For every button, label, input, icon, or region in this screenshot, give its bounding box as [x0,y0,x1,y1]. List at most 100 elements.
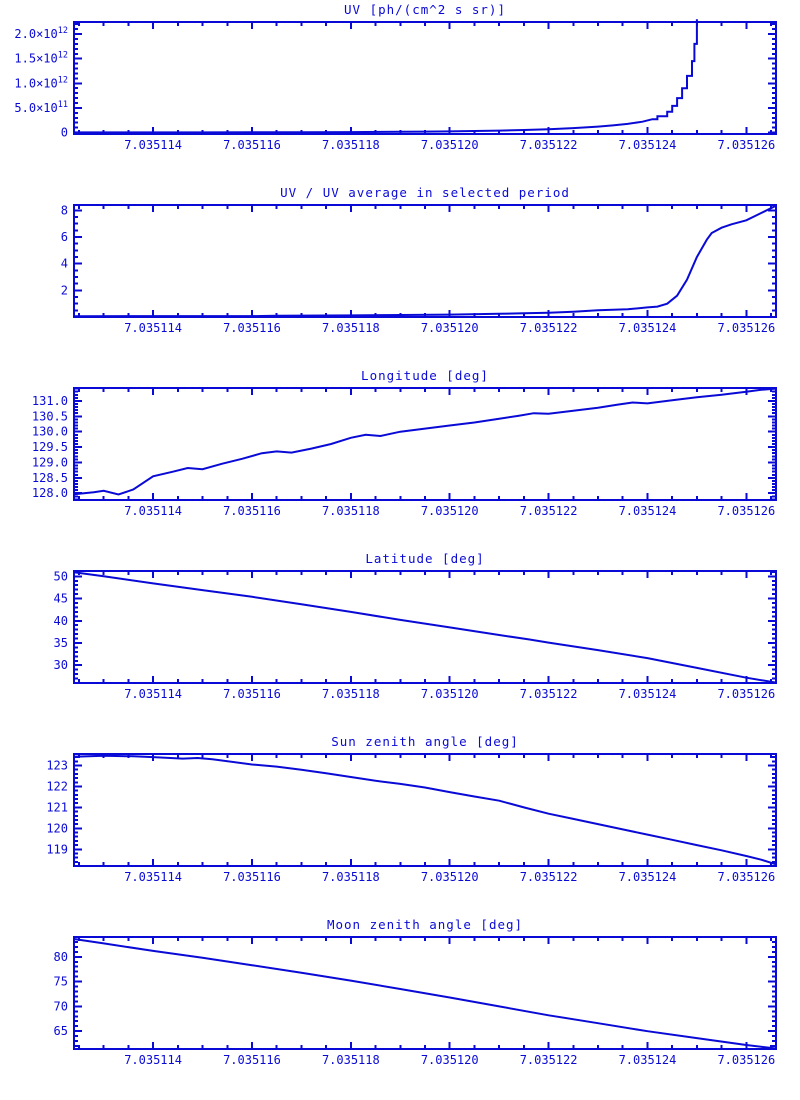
x-tick-label: 7.035114 [124,504,182,518]
x-tick-label: 7.035124 [619,1053,677,1067]
y-tick-label: 45 [54,592,68,606]
y-tick-label: 70 [54,999,68,1013]
y-tick-label: 119 [46,842,68,856]
x-tick-label: 7.035114 [124,687,182,701]
plot-line-latitude [73,571,777,684]
x-tick-label: 7.035114 [124,138,182,152]
x-tick-label: 7.035118 [322,870,380,884]
x-tick-label: 7.035126 [717,504,775,518]
plot-line-longitude [73,387,777,496]
x-tick-label: 7.035118 [322,687,380,701]
x-tick-label: 7.035120 [421,687,479,701]
y-tick-label: 121 [46,800,68,814]
x-tick-label: 7.035126 [717,1053,775,1067]
axis-box [73,21,777,135]
y-tick-label: 50 [54,569,68,583]
x-tick-label: 7.035124 [619,504,677,518]
x-tick-label: 7.035116 [223,870,281,884]
y-tick-label: 35 [54,636,68,650]
chart-canvas-sun-zenith: 7.035114 7.035116 7.035118 7.035120 7.035122… [46,753,777,884]
chart-block-moon-zenith: Moon zenith angle [deg] 7.035114 7.035116 7… [0,915,800,1098]
x-tick-label: 7.035122 [520,138,578,152]
chart-title-uv: UV [ph/(cm^2 s sr)] [344,2,506,17]
plot-line-moon-zenith [73,938,777,1050]
x-tick-label: 7.035124 [619,870,677,884]
x-tick-label: 7.035126 [717,687,775,701]
chart-title-longitude: Longitude [deg] [361,368,489,383]
plot-line-uv [74,19,698,134]
y-tick-label: 65 [54,1024,68,1038]
x-tick-label: 7.035122 [520,504,578,518]
y-tick-label: 122 [46,779,68,793]
x-tick-label: 7.035114 [124,1053,182,1067]
x-tick-label: 7.035114 [124,321,182,335]
x-tick-label: 7.035122 [520,870,578,884]
y-tick-label: 80 [54,950,68,964]
x-tick-label: 7.035124 [619,321,677,335]
x-tick-label: 7.035126 [717,138,775,152]
plot-line-uv-ratio [73,204,777,318]
y-tick-label: 128.5 [32,471,68,485]
y-tick-label: 1.5×1012 [14,51,68,66]
y-tick-label: 129.5 [32,440,68,454]
x-tick-label: 7.035120 [421,138,479,152]
x-tick-label: 7.035124 [619,687,677,701]
chart-canvas-longitude: 7.035114 7.035116 7.035118 7.035120 7.035122… [32,387,777,518]
axis-box [73,753,777,867]
y-tick-label: 130.5 [32,409,68,423]
plot-line-sun-zenith [73,754,777,866]
x-tick-label: 7.035126 [717,321,775,335]
y-tick-label: 6 [61,230,68,244]
x-tick-label: 7.035118 [322,321,380,335]
chart-block-uv: UV [ph/(cm^2 s sr)] 7.035114 7.035116 7.035… [0,0,800,183]
chart-title-latitude: Latitude [deg] [365,551,485,566]
chart-title-sun-zenith: Sun zenith angle [deg] [331,734,519,749]
x-tick-label: 7.035118 [322,1053,380,1067]
x-tick-label: 7.035120 [421,870,479,884]
chart-block-sun-zenith: Sun zenith angle [deg] 7.035114 7.035116 7.… [0,732,800,915]
y-tick-label: 0 [61,126,68,140]
y-tick-label: 2.0×1012 [14,26,68,41]
chart-block-uv-ratio: UV / UV average in selected period 7.0351… [0,183,800,366]
y-tick-label: 4 [61,257,68,271]
y-tick-label: 129.0 [32,455,68,469]
x-tick-label: 7.035126 [717,870,775,884]
y-tick-label: 5.0×1011 [14,100,68,115]
x-tick-label: 7.035120 [421,1053,479,1067]
y-tick-label: 2 [61,283,68,297]
y-tick-label: 8 [61,203,68,217]
chart-block-latitude: Latitude [deg] 7.035114 7.035116 7.035118 7.… [0,549,800,732]
y-tick-label: 40 [54,614,68,628]
x-tick-label: 7.035120 [421,504,479,518]
y-tick-label: 123 [46,759,68,773]
chart-canvas-latitude: 7.035114 7.035116 7.035118 7.035120 7.035122… [54,569,777,701]
x-tick-label: 7.035116 [223,687,281,701]
y-tick-label: 30 [54,658,68,672]
y-tick-label: 128.0 [32,486,68,500]
x-tick-label: 7.035122 [520,687,578,701]
x-tick-label: 7.035116 [223,1053,281,1067]
y-tick-label: 131.0 [32,394,68,408]
chart-canvas-uv: 7.035114 7.035116 7.035118 7.035120 7.035122… [14,19,777,152]
chart-title-uv-ratio: UV / UV average in selected period [280,185,570,200]
x-tick-label: 7.035118 [322,138,380,152]
x-tick-label: 7.035114 [124,870,182,884]
y-tick-label: 130.0 [32,425,68,439]
y-tick-label: 75 [54,975,68,989]
y-tick-label: 1.0×1012 [14,75,68,90]
chart-canvas-moon-zenith: 7.035114 7.035116 7.035118 7.035120 7.035122… [54,936,777,1067]
chart-block-longitude: Longitude [deg] 7.035114 7.035116 7.035118 7… [0,366,800,549]
x-tick-label: 7.035122 [520,321,578,335]
x-tick-label: 7.035118 [322,504,380,518]
chart-title-moon-zenith: Moon zenith angle [deg] [326,917,524,932]
chart-canvas-uv-ratio: 7.035114 7.035116 7.035118 7.035120 7.035122… [61,203,777,335]
y-tick-label: 120 [46,821,68,835]
x-tick-label: 7.035116 [223,321,281,335]
x-tick-label: 7.035124 [619,138,677,152]
x-tick-label: 7.035122 [520,1053,578,1067]
axis-box [73,387,777,501]
x-tick-label: 7.035116 [223,504,281,518]
x-tick-label: 7.035120 [421,321,479,335]
x-tick-label: 7.035116 [223,138,281,152]
